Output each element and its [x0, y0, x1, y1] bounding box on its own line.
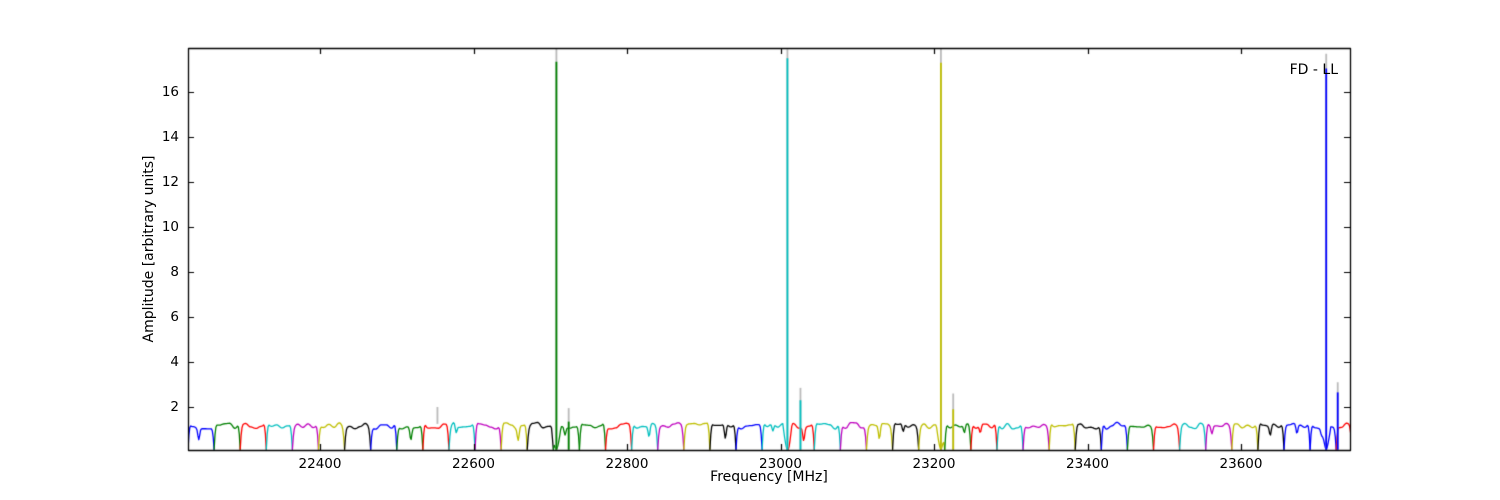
y-tick-label: 10 [161, 219, 179, 235]
x-tick-label: 23600 [1219, 456, 1263, 472]
x-tick-label: 23400 [1066, 456, 1109, 472]
y-tick-label: 2 [170, 399, 179, 415]
x-tick-label: 23200 [912, 456, 956, 472]
x-axis-label: Frequency [MHz] [710, 469, 828, 485]
y-axis-label: Amplitude [arbitrary units] [141, 155, 157, 343]
y-tick-label: 4 [170, 354, 179, 370]
y-tick-label: 6 [170, 309, 179, 325]
x-tick-label: 22800 [605, 456, 649, 472]
y-tick-label: 12 [161, 174, 179, 190]
plot-annotation: FD - LL [1289, 62, 1338, 78]
x-tick-label: 23000 [759, 456, 802, 472]
y-tick-label: 8 [170, 264, 179, 280]
y-tick-label: 14 [161, 129, 179, 145]
y-tick-label: 16 [161, 84, 179, 100]
x-tick-label: 22400 [298, 456, 342, 472]
x-tick-label: 22600 [452, 456, 495, 472]
